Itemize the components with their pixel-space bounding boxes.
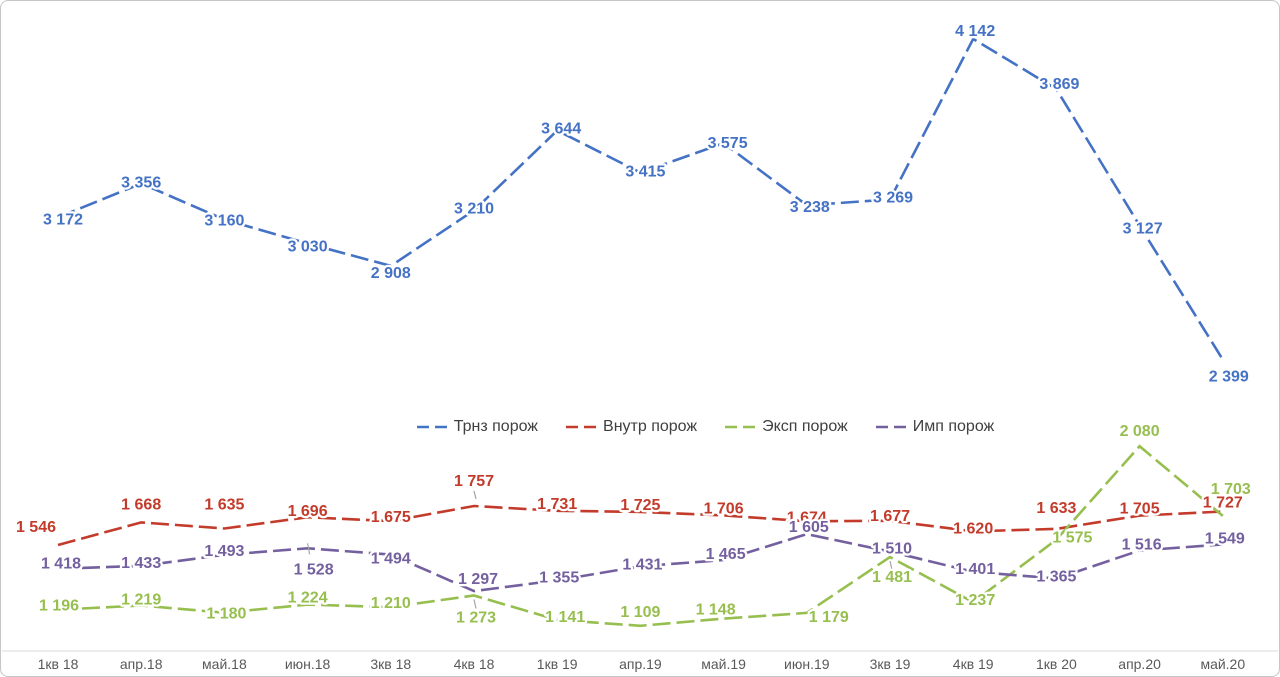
series-line-vnutr	[57, 504, 1223, 547]
x-axis-label: 1кв 19	[537, 656, 578, 672]
x-axis-label: апр.20	[1118, 656, 1161, 672]
label-leader-tick	[473, 490, 477, 500]
data-label-vnutr: 1 677	[870, 508, 910, 525]
label-leader-tick	[473, 599, 477, 609]
data-label-vnutr: 1 668	[121, 496, 161, 513]
data-label-trnz: 3 575	[708, 135, 748, 152]
x-axis-label: 4кв 18	[454, 656, 495, 672]
legend-label: Имп порож	[912, 418, 995, 435]
data-label-imp: 1 465	[706, 546, 746, 563]
x-axis-label: 1кв 20	[1036, 656, 1077, 672]
label-leader-tick	[307, 543, 311, 555]
data-label-trnz: 3 644	[541, 121, 581, 138]
data-label-trnz: 3 127	[1123, 221, 1163, 238]
chart-legend: Трнз порож Внутр порож Эксп порож Имп по…	[131, 414, 1279, 440]
data-label-trnz: 3 030	[288, 239, 328, 256]
label-leader-tick	[889, 560, 893, 571]
data-label-imp: 1 433	[121, 555, 161, 572]
data-label-trnz: 3 172	[43, 211, 83, 228]
x-axis-label: июн.18	[285, 656, 331, 672]
data-label-eksp: 1 575	[1052, 530, 1092, 547]
data-label-trnz: 3 269	[873, 190, 913, 207]
data-label-imp: 1 431	[622, 556, 662, 573]
data-label-imp: 1 297	[458, 571, 498, 588]
data-label-eksp: 1 273	[456, 610, 496, 627]
series-line-trnz	[57, 37, 1224, 361]
data-label-eksp: 1 196	[39, 598, 79, 615]
series-line-eksp	[57, 444, 1224, 628]
data-label-trnz: 3 160	[204, 213, 244, 230]
data-label-vnutr: 1 696	[288, 503, 328, 520]
series-line-imp	[57, 532, 1223, 593]
data-label-trnz: 3 415	[625, 164, 665, 181]
data-label-imp: 1 365	[1036, 569, 1076, 586]
data-label-eksp: 1 481	[872, 569, 912, 586]
data-label-vnutr: 1 635	[204, 497, 244, 514]
data-label-trnz: 2 399	[1209, 369, 1249, 386]
data-label-imp: 1 494	[371, 551, 411, 568]
data-label-vnutr: 1 705	[1120, 501, 1160, 518]
legend-item-imp: Имп порож	[875, 418, 995, 436]
legend-label: Эксп порож	[762, 418, 848, 435]
data-label-vnutr: 1 706	[704, 500, 744, 517]
data-label-vnutr: 1 674	[787, 509, 827, 526]
data-label-imp: 1 605	[789, 519, 829, 536]
data-label-eksp: 1 224	[288, 590, 328, 607]
data-label-vnutr: 1 757	[454, 473, 494, 490]
data-label-vnutr: 1 675	[371, 509, 411, 526]
data-label-eksp: 2 080	[1120, 423, 1160, 440]
legend-label: Внутр порож	[603, 418, 698, 435]
data-label-trnz: 3 238	[790, 199, 830, 216]
data-label-imp: 1 493	[204, 543, 244, 560]
data-label-vnutr: 1 546	[16, 519, 56, 536]
legend-dash-marker-icon	[416, 425, 448, 429]
x-axis-label: май.19	[701, 656, 746, 672]
data-label-eksp: 1 219	[121, 592, 161, 609]
data-label-vnutr: 1 727	[1203, 495, 1243, 512]
x-axis-label: май.20	[1200, 656, 1245, 672]
data-label-imp: 1 528	[294, 561, 334, 578]
x-axis-label: 3кв 19	[870, 656, 911, 672]
x-axis-label: 4кв 19	[953, 656, 994, 672]
data-label-eksp: 1 210	[371, 595, 411, 612]
x-axis-label: 1кв 18	[38, 656, 79, 672]
legend-label: Трнз порож	[453, 418, 539, 435]
data-label-eksp: 1 180	[206, 606, 246, 623]
x-axis-label: 3кв 18	[370, 656, 411, 672]
data-label-eksp: 1 237	[955, 592, 995, 609]
data-label-trnz: 3 356	[121, 175, 161, 192]
data-label-imp: 1 510	[872, 541, 912, 558]
data-label-eksp: 1 148	[696, 602, 736, 619]
data-label-trnz: 2 908	[371, 265, 411, 282]
data-label-vnutr: 1 633	[1036, 500, 1076, 517]
data-label-trnz: 4 142	[955, 23, 995, 40]
data-label-trnz: 3 210	[454, 200, 494, 217]
x-axis-label: июн.19	[784, 656, 830, 672]
x-axis-label: май.18	[202, 656, 247, 672]
data-label-vnutr: 1 731	[537, 496, 577, 513]
legend-dash-marker-icon	[875, 425, 907, 429]
data-label-vnutr: 1 620	[953, 520, 993, 537]
data-label-imp: 1 355	[539, 569, 579, 586]
legend-dash-marker-icon	[566, 425, 598, 429]
data-label-imp: 1 401	[955, 561, 995, 578]
legend-dash-marker-icon	[725, 425, 757, 429]
legend-item-eksp: Эксп порож	[724, 418, 848, 436]
data-label-imp: 1 549	[1205, 530, 1245, 547]
data-label-eksp: 1 109	[620, 604, 660, 621]
data-label-trnz: 3 869	[1039, 76, 1079, 93]
x-axis-label: апр.19	[619, 656, 662, 672]
data-label-vnutr: 1 725	[620, 497, 660, 514]
data-label-eksp: 1 141	[545, 609, 585, 626]
x-axis-label: апр.18	[120, 656, 163, 672]
legend-item-trnz: Трнз порож	[416, 418, 538, 436]
data-label-eksp: 1 703	[1211, 481, 1251, 498]
data-label-imp: 1 516	[1122, 537, 1162, 554]
data-label-imp: 1 418	[41, 556, 81, 573]
legend-item-vnutr: Внутр порож	[565, 418, 697, 436]
data-label-eksp: 1 179	[809, 609, 849, 626]
